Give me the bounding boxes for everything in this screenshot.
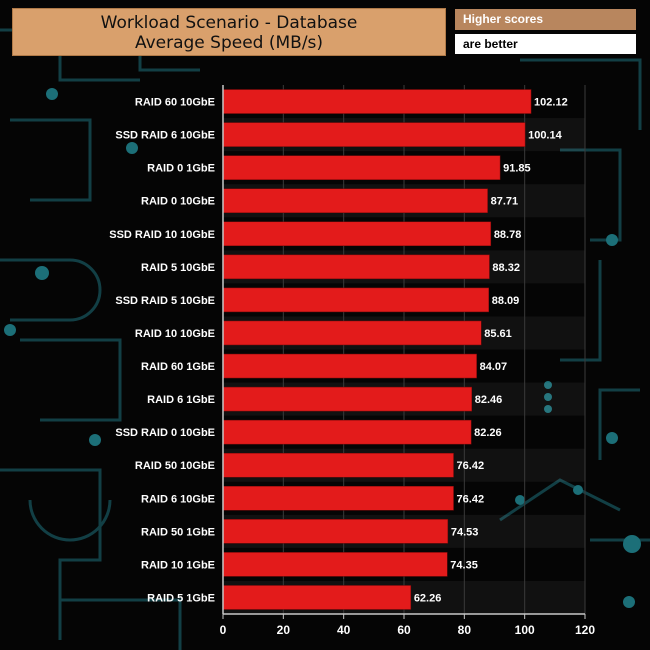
category-label: RAID 6 1GbE xyxy=(147,394,215,406)
bar xyxy=(222,254,490,280)
value-label: 88.78 xyxy=(494,229,522,241)
category-label: RAID 5 10GbE xyxy=(141,262,215,274)
category-label: RAID 5 1GbE xyxy=(147,592,215,604)
x-tick-label: 120 xyxy=(575,623,595,637)
bar xyxy=(222,386,473,412)
bar xyxy=(222,486,454,511)
category-label: RAID 50 10GbE xyxy=(135,460,215,472)
chart-title-box: Workload Scenario - Database Average Spe… xyxy=(12,8,446,56)
bar xyxy=(222,519,449,544)
are-better-note: are better xyxy=(455,34,636,54)
value-label: 84.07 xyxy=(480,361,508,373)
bar xyxy=(222,353,477,379)
category-label: RAID 0 1GbE xyxy=(147,163,215,175)
bar xyxy=(222,552,448,577)
value-label: 102.12 xyxy=(534,97,568,109)
value-label: 91.85 xyxy=(503,163,531,175)
x-tick-label: 60 xyxy=(397,623,411,637)
category-label: RAID 0 10GbE xyxy=(141,196,215,208)
bar xyxy=(222,221,492,247)
value-label: 76.42 xyxy=(457,460,485,472)
bar xyxy=(222,320,482,346)
value-label: 82.26 xyxy=(474,427,502,439)
category-label: RAID 50 1GbE xyxy=(141,526,215,538)
bar xyxy=(222,122,526,147)
bar xyxy=(222,188,488,213)
value-label: 74.35 xyxy=(450,559,478,571)
chart-title-line1: Workload Scenario - Database xyxy=(100,13,358,33)
value-label: 88.32 xyxy=(492,262,520,274)
category-label: SSD RAID 6 10GbE xyxy=(115,130,215,142)
higher-scores-note: Higher scores xyxy=(455,9,636,30)
chart-title-line2: Average Speed (MB/s) xyxy=(134,33,324,53)
category-label: SSD RAID 0 10GbE xyxy=(115,427,215,439)
category-label: RAID 10 10GbE xyxy=(135,328,215,340)
category-label: SSD RAID 10 10GbE xyxy=(109,229,215,241)
value-label: 87.71 xyxy=(491,196,519,208)
category-label: SSD RAID 5 10GbE xyxy=(115,295,215,307)
bar xyxy=(222,89,532,114)
category-label: RAID 60 1GbE xyxy=(141,361,215,373)
x-tick-label: 0 xyxy=(220,623,227,637)
value-label: 82.46 xyxy=(475,394,503,406)
bar xyxy=(222,287,489,313)
value-label: 74.53 xyxy=(451,526,479,538)
x-tick-label: 100 xyxy=(515,623,535,637)
x-tick-label: 20 xyxy=(277,623,291,637)
category-label: RAID 6 10GbE xyxy=(141,493,215,505)
value-label: 62.26 xyxy=(414,592,442,604)
bar xyxy=(222,419,472,445)
bar xyxy=(222,452,454,478)
category-label: RAID 60 10GbE xyxy=(135,97,215,109)
value-label: 100.14 xyxy=(528,130,563,142)
x-tick-label: 40 xyxy=(337,623,351,637)
x-tick-label: 80 xyxy=(458,623,472,637)
value-label: 88.09 xyxy=(492,295,520,307)
bar xyxy=(222,585,412,610)
value-label: 85.61 xyxy=(484,328,512,340)
bar xyxy=(222,155,501,180)
category-label: RAID 10 1GbE xyxy=(141,559,215,571)
value-label: 76.42 xyxy=(457,493,485,505)
